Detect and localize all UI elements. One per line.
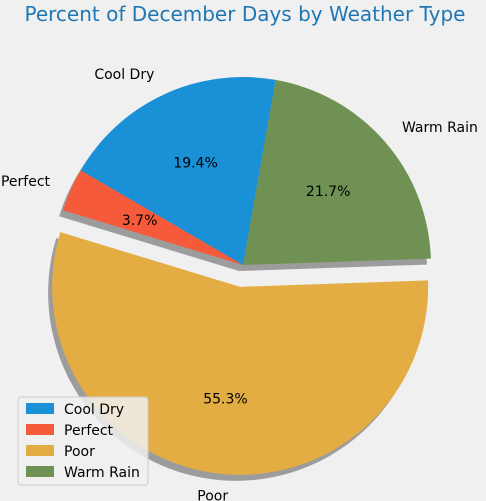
legend-swatch-cool-dry: [26, 403, 54, 414]
legend-box: [17, 396, 149, 486]
slice-label-perfect: Perfect: [1, 174, 51, 190]
legend-label-poor: Poor: [64, 444, 95, 460]
pie-slice-cool-dry: [80, 77, 276, 266]
legend: Cool Dry Perfect Poor Warm Rain: [17, 396, 149, 486]
chart-title: Percent of December Days by Weather Type: [25, 2, 466, 26]
percent-label-poor: 55.3%: [203, 392, 247, 408]
slice-label-cool-dry: Cool Dry: [94, 67, 154, 83]
slice-label-warm-rain: Warm Rain: [402, 120, 478, 136]
legend-swatch-poor: [26, 445, 54, 456]
percent-label-warm-rain: 21.7%: [306, 184, 350, 200]
legend-label-perfect: Perfect: [64, 423, 114, 439]
legend-swatch-warm-rain: [26, 466, 54, 477]
legend-label-cool-dry: Cool Dry: [64, 402, 124, 418]
legend-label-warm-rain: Warm Rain: [64, 465, 140, 481]
percent-label-perfect: 3.7%: [122, 213, 158, 229]
slice-labels: Cool Dry Perfect Poor Warm Rain: [1, 67, 478, 501]
pie-slice-perfect: [63, 170, 244, 265]
percent-label-cool-dry: 19.4%: [173, 156, 217, 172]
pie-slice-warm-rain: [243, 79, 431, 265]
legend-swatch-perfect: [26, 424, 54, 435]
slice-label-poor: Poor: [197, 489, 228, 501]
percent-labels: 19.4% 3.7% 55.3% 21.7%: [122, 156, 351, 408]
